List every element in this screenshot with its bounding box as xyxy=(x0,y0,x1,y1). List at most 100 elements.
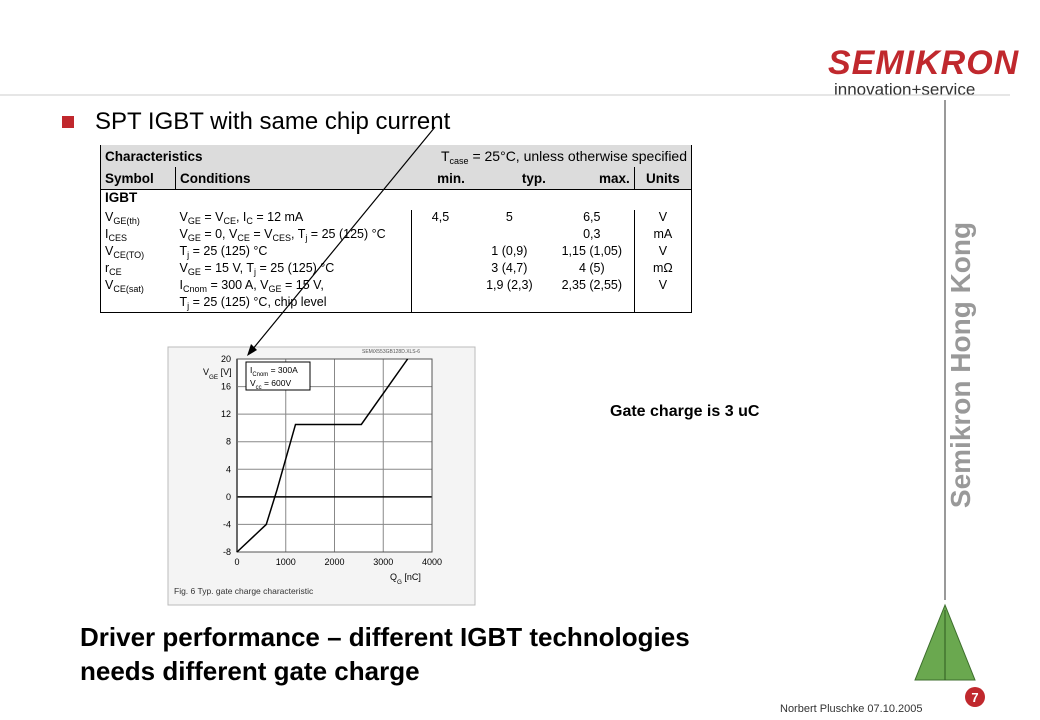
page-badge xyxy=(965,687,985,707)
text-run: = 25 (125) °C xyxy=(307,227,386,241)
text-run: Q xyxy=(390,572,397,582)
section-label: IGBT xyxy=(105,190,138,205)
x-axis-label: QG [nC] xyxy=(390,572,421,586)
text-run: T xyxy=(179,295,188,309)
x-tick-label: 2000 xyxy=(324,557,344,567)
table-cell: V xyxy=(658,278,668,292)
table-row: rCE VGE = 15 V, Tj = 25 (125) °C 3 (4,7) 4 … xyxy=(101,261,692,278)
x-tick-label: 3000 xyxy=(373,557,393,567)
annotation-box xyxy=(245,361,311,391)
table-title: Characteristics xyxy=(100,145,412,167)
subscript: j xyxy=(305,233,308,243)
subscript: GE xyxy=(268,284,282,294)
text-run: I xyxy=(105,227,109,241)
logo-tagline: innovation+service xyxy=(834,80,976,99)
table-cell: 1,9 (2,3) xyxy=(486,278,533,292)
y-tick-label: 4 xyxy=(226,464,231,474)
side-label: Semikron Hong Kong xyxy=(945,222,976,508)
annotation: ICnom = 300A xyxy=(250,365,298,378)
table-cell: VCE(TO) xyxy=(101,244,176,261)
text-run: = 25 (125) °C xyxy=(189,244,268,258)
bullet-marker xyxy=(62,116,74,128)
subscript: cc xyxy=(256,385,262,391)
arrow-head xyxy=(247,344,257,356)
data-line xyxy=(236,358,409,553)
subscript: j xyxy=(187,250,190,260)
table-row: Tj = 25 (125) °C, chip level xyxy=(100,295,692,313)
y-tick-label: 16 xyxy=(221,382,231,392)
y-axis-label: VGE [V] xyxy=(203,367,232,381)
text-run: = 0, V xyxy=(200,227,238,241)
table-cell: Tj = 25 (125) °C, chip level xyxy=(175,295,413,313)
text-run: = 12 mA xyxy=(252,210,304,224)
table-cell: 1,15 (1,05) xyxy=(549,244,635,261)
subscript: GE xyxy=(187,267,201,277)
text-run: V xyxy=(105,278,114,292)
annotation: Vcc = 600V xyxy=(250,378,291,391)
figure-file-label: SEMiX553GB128D.XLS-6 xyxy=(362,349,420,355)
text-run: = 25 (125) °C, chip level xyxy=(189,295,327,309)
text-run: V xyxy=(179,210,188,224)
subscript: case xyxy=(449,155,469,166)
subscript: CE xyxy=(237,233,250,243)
y-tick-label: 8 xyxy=(226,437,231,447)
table-cell xyxy=(549,295,635,313)
text-run: = 25°C, unless otherwise specified xyxy=(468,147,687,164)
text-run: r xyxy=(105,261,110,275)
subscript: GE(th) xyxy=(113,216,140,226)
table-cell: 1 (0,9) xyxy=(491,244,528,258)
subscript: CE xyxy=(109,267,122,277)
x-tick-label: 4000 xyxy=(422,557,442,567)
table-cell: ICnom = 300 A, VGE = 15 V, xyxy=(175,278,413,295)
text-run: V xyxy=(105,210,114,224)
slide-title-line: Driver performance – different IGBT tech… xyxy=(80,622,690,652)
slide-title-line: needs different gate charge xyxy=(80,656,420,686)
x-tick-label: 0 xyxy=(234,557,239,567)
table-cell: Tj = 25 (125) °C xyxy=(175,244,413,261)
table-cell: V xyxy=(658,244,668,258)
subscript: j xyxy=(254,267,257,277)
column-header: Units xyxy=(634,167,692,190)
column-header: min. xyxy=(411,167,469,190)
subscript: j xyxy=(187,301,190,311)
table-cell: 4 (5) xyxy=(549,261,635,278)
text-run: I xyxy=(179,278,183,292)
subscript: GE xyxy=(187,216,201,226)
table-row: VCE(sat) ICnom = 300 A, VGE = 15 V, 1,9 (2… xyxy=(101,278,692,295)
plot-border xyxy=(236,358,433,553)
subscript: CE(TO) xyxy=(113,250,145,260)
text-run: = 300A xyxy=(268,365,298,375)
text-run: = 15 V, xyxy=(281,278,324,292)
table-cell: 4,5 xyxy=(431,210,450,224)
text-run: V xyxy=(105,244,114,258)
text-run: V xyxy=(250,378,256,388)
table-cell: 6,5 xyxy=(549,210,635,227)
subscript: GE xyxy=(187,233,201,243)
page-number: 7 xyxy=(971,690,978,705)
subscript: Cnom xyxy=(252,372,268,378)
y-tick-label: -4 xyxy=(223,519,231,529)
table-row: VGE(th) VGE = VCE, IC = 12 mA 4,5 5 6,5 V xyxy=(101,210,692,227)
text-run: [nC] xyxy=(402,572,421,582)
table-cell: mΩ xyxy=(653,261,673,275)
text-run: = 15 V, T xyxy=(200,261,255,275)
table-cell: VGE = VCE, IC = 12 mA xyxy=(175,210,413,227)
table-cell: VGE(th) xyxy=(101,210,176,227)
subscript: C xyxy=(246,216,253,226)
table-cell: ICES xyxy=(101,227,176,244)
text-run: V xyxy=(179,261,188,275)
table-cell: rCE xyxy=(101,261,176,278)
arrow xyxy=(251,126,436,351)
logo-brand: SEMIKRON xyxy=(828,44,1020,82)
table-cell: mA xyxy=(653,227,673,241)
subscript: Cnom xyxy=(182,284,207,294)
text-run: = 300 A, V xyxy=(207,278,269,292)
text-run: V xyxy=(203,367,209,377)
y-tick-label: 20 xyxy=(221,354,231,364)
table-row: VCE(TO) Tj = 25 (125) °C 1 (0,9) 1,15 (1,05… xyxy=(101,244,692,261)
text-run: I xyxy=(250,365,252,375)
text-run: , T xyxy=(290,227,306,241)
